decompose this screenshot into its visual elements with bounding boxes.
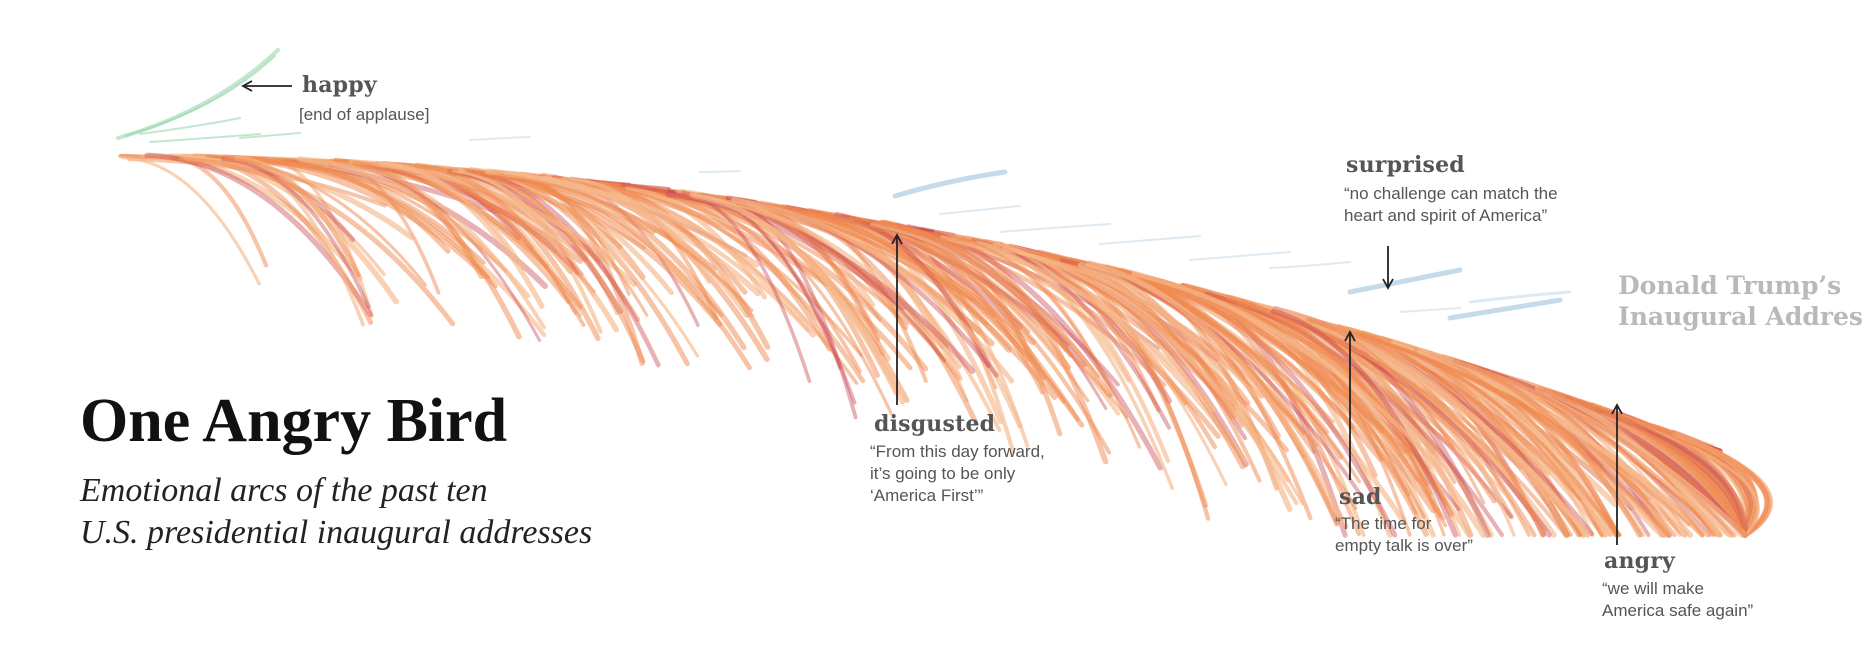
- happy-arcs: [116, 48, 301, 143]
- feather-arc: [939, 235, 1216, 412]
- happy-arc: [124, 55, 276, 137]
- happy-arc: [149, 133, 261, 143]
- feather-arc: [881, 219, 1113, 398]
- blue-arc: [939, 205, 1021, 215]
- feather-arc: [1477, 367, 1705, 537]
- donald-trump-label: Donald Trump’s Inaugural Address: [1618, 270, 1864, 332]
- feather-arc: [1236, 301, 1568, 537]
- blue-arc: [1468, 290, 1572, 304]
- side-label-line: Donald Trump’s: [1618, 271, 1842, 300]
- sad-quote-line: empty talk is over”: [1335, 536, 1473, 555]
- feather-arc: [224, 156, 498, 289]
- angry-quote: “we will make America safe again”: [1602, 578, 1753, 622]
- feather-arc: [730, 197, 1015, 384]
- happy-arc: [239, 132, 301, 139]
- surprised-quote-line: heart and spirit of America”: [1344, 206, 1548, 225]
- feather-arc: [205, 154, 427, 287]
- feather-arc: [1018, 251, 1257, 397]
- sad-quote-line: “The time for: [1335, 514, 1432, 533]
- angry-quote-line: “we will make: [1602, 579, 1705, 598]
- disgusted-quote: “From this day forward, it’s going to be…: [870, 441, 1045, 507]
- feather-arc: [665, 191, 976, 374]
- feather-arc: [414, 162, 601, 342]
- happy-label: happy: [302, 72, 377, 98]
- blue-arc: [699, 170, 741, 173]
- surprised-quote: “no challenge can match the heart and sp…: [1344, 183, 1558, 227]
- blue-arc: [892, 169, 1008, 199]
- subtitle-line: Emotional arcs of the past ten: [80, 472, 488, 509]
- feather-arc: [380, 161, 527, 271]
- feather-arc: [1270, 308, 1459, 538]
- feather-arc: [1602, 411, 1760, 537]
- surprised-label: surprised: [1346, 152, 1465, 178]
- subtitle-line: U.S. presidential inaugural addresses: [80, 514, 593, 551]
- sad-label: sad: [1339, 484, 1382, 510]
- disgusted-quote-line: ‘America First’”: [870, 486, 984, 505]
- happy-arc: [139, 117, 241, 135]
- disgusted-arrowhead: [891, 233, 903, 245]
- sad-quote: “The time for empty talk is over”: [1335, 513, 1473, 557]
- blue-arc: [999, 223, 1111, 233]
- feather-arc: [993, 242, 1228, 487]
- feather-arc: [296, 156, 484, 251]
- page-title: One Angry Bird: [80, 387, 508, 455]
- blue-arc: [1347, 267, 1463, 295]
- blue-arc: [1099, 235, 1201, 245]
- feather-arc: [1077, 262, 1293, 513]
- feather-arc: [497, 173, 754, 313]
- feather-arc: [1225, 294, 1455, 518]
- feather-arc: [1131, 271, 1438, 468]
- annotation-arrows: [241, 80, 1623, 545]
- angry-arrowhead: [1611, 403, 1623, 415]
- feather-arc: [1085, 261, 1349, 530]
- disgusted-label: disgusted: [874, 411, 996, 437]
- feather-arc: [352, 161, 485, 280]
- feather-arc: [625, 185, 767, 300]
- feather-arcs: [118, 152, 1774, 538]
- feather-arc: [806, 209, 1129, 419]
- angry-quote-line: America safe again”: [1602, 601, 1754, 620]
- feather-arc: [1632, 419, 1747, 537]
- feather-arc: [689, 192, 905, 405]
- feather-arc: [1391, 343, 1604, 537]
- side-label-line: Inaugural Address: [1618, 302, 1864, 331]
- blue-arc: [1189, 251, 1291, 261]
- surprised-quote-line: “no challenge can match the: [1344, 184, 1558, 203]
- blue-arc: [1447, 297, 1563, 321]
- feather-arc: [568, 176, 712, 284]
- feather-arc: [1305, 317, 1486, 505]
- feather-arc: [782, 207, 989, 326]
- feather-arc: [120, 155, 261, 286]
- feather-arc: [1573, 398, 1748, 538]
- blue-arc: [1269, 261, 1351, 269]
- feather-arc: [639, 186, 833, 352]
- feather-arc: [451, 169, 596, 297]
- surprised-sad-arcs: [469, 136, 1572, 321]
- blue-arc: [1399, 307, 1461, 313]
- disgusted-quote-line: it’s going to be only: [870, 464, 1016, 483]
- feather-arc: [178, 157, 456, 327]
- happy-arrowhead: [241, 80, 253, 92]
- disgusted-quote-line: “From this day forward,: [870, 442, 1045, 461]
- feather-arc: [504, 171, 761, 297]
- sad-arrowhead: [1344, 330, 1356, 342]
- blue-arc: [469, 136, 531, 141]
- page-subtitle: Emotional arcs of the past ten U.S. pres…: [80, 470, 592, 554]
- feather-arc: [1669, 430, 1759, 538]
- feather-arc: [705, 196, 962, 369]
- happy-quote: [end of applause]: [299, 105, 430, 124]
- feather-arc: [957, 237, 1142, 449]
- feather-arc: [275, 158, 451, 254]
- feather-arc: [592, 181, 771, 350]
- angry-label: angry: [1604, 548, 1676, 574]
- surprised-arrowhead: [1382, 278, 1394, 290]
